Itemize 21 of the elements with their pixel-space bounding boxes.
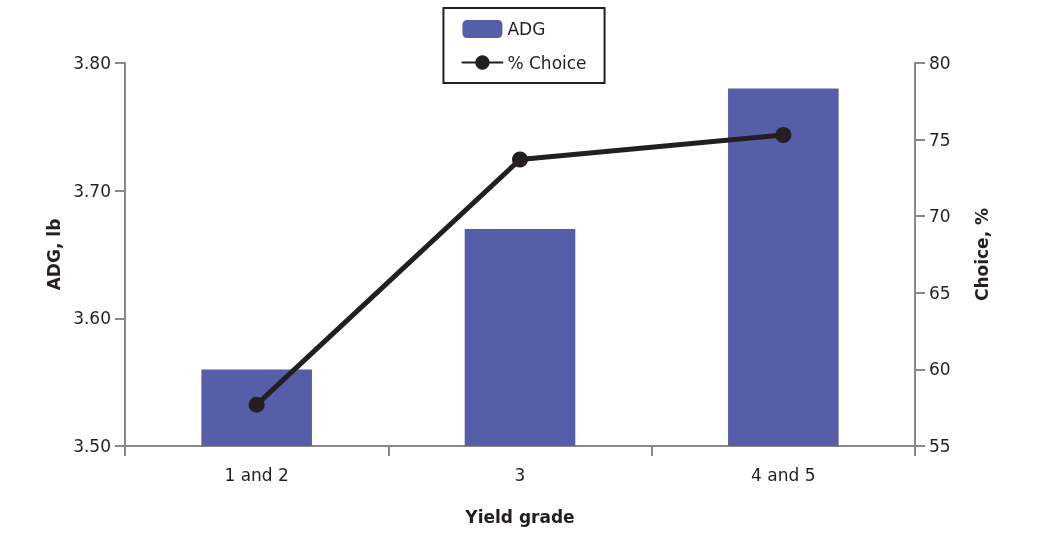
y2-axis-title: Choice, % xyxy=(971,207,992,302)
x-axis-title: Yield grade xyxy=(464,506,575,527)
y-axis-title: ADG, lb xyxy=(43,218,64,291)
legend-label: ADG xyxy=(507,19,546,39)
x-tick-label: 3 xyxy=(514,464,526,485)
point xyxy=(248,396,265,413)
y-tick-label: 3.80 xyxy=(73,53,111,73)
point xyxy=(775,127,792,143)
point xyxy=(512,151,528,168)
y2-tick-label: 55 xyxy=(929,436,951,456)
x-tick-label: 4 and 5 xyxy=(751,464,816,485)
y2-tick-label: 60 xyxy=(929,359,951,380)
y2-tick-label: 80 xyxy=(929,53,951,73)
y2-tick-label: 70 xyxy=(929,206,951,227)
y-tick-label: 3.50 xyxy=(73,436,111,456)
y-tick-label: 3.60 xyxy=(73,308,111,329)
x-tick-label: 1 and 2 xyxy=(224,464,289,485)
y2-tick-label: 75 xyxy=(929,129,951,150)
y-tick-label: 3.70 xyxy=(73,180,111,201)
legend-label: % Choice xyxy=(507,52,587,73)
y2-tick-label: 65 xyxy=(929,282,951,303)
